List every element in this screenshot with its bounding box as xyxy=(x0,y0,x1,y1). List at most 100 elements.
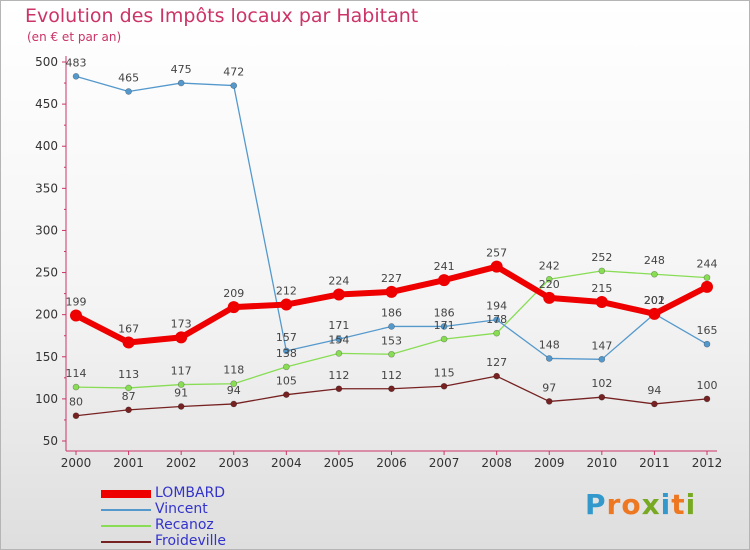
legend-label-lombard: LOMBARD xyxy=(155,485,226,501)
axes: 50 100 150 200 250 300 350 400 450 500 2000 2001 200… xyxy=(35,55,722,470)
data-label-froideville: 112 xyxy=(328,369,349,382)
data-point-recanoz xyxy=(335,350,343,357)
data-point-lombard xyxy=(227,301,240,314)
y-tick-label: 250 xyxy=(35,266,58,280)
data-point-vincent xyxy=(703,340,711,348)
chart-title: Evolution des Impôts locaux par Habitant xyxy=(25,5,419,27)
logo-letter: i xyxy=(660,488,672,521)
series-vincent xyxy=(72,73,711,363)
y-tick-label: 450 xyxy=(35,97,58,111)
series-layer xyxy=(70,73,713,420)
y-tick-label: 400 xyxy=(35,139,58,153)
data-point-recanoz xyxy=(598,267,606,275)
data-label-froideville: 97 xyxy=(542,381,556,394)
data-label-recanoz: 248 xyxy=(644,254,665,267)
x-tick-label: 2001 xyxy=(113,456,144,470)
y-tick-label: 500 xyxy=(35,55,58,69)
data-label-recanoz: 178 xyxy=(486,313,507,326)
data-point-recanoz xyxy=(177,381,185,388)
data-label-recanoz: 252 xyxy=(591,251,612,264)
y-tick-label: 150 xyxy=(35,350,58,364)
data-label-lombard: 227 xyxy=(381,272,402,285)
data-point-froideville xyxy=(703,395,711,403)
legend-swatch-recanoz xyxy=(101,525,151,527)
data-point-froideville xyxy=(651,400,658,408)
data-label-lombard: 173 xyxy=(171,317,192,330)
data-point-lombard xyxy=(543,291,556,304)
x-tick-label: 2010 xyxy=(587,456,618,470)
x-tick-label: 2000 xyxy=(61,456,92,470)
data-label-lombard: 199 xyxy=(66,296,87,309)
data-point-froideville xyxy=(440,382,448,390)
data-point-vincent xyxy=(440,323,448,330)
data-point-lombard xyxy=(70,309,82,322)
data-point-vincent xyxy=(545,355,553,362)
data-point-vincent xyxy=(72,73,80,80)
logo-letter: x xyxy=(641,488,661,521)
data-label-froideville: 91 xyxy=(174,386,188,399)
y-tick-label: 50 xyxy=(43,434,58,448)
data-label-recanoz: 117 xyxy=(171,365,192,378)
legend-label-recanoz: Recanoz xyxy=(155,517,214,533)
data-point-recanoz xyxy=(125,384,132,392)
data-label-vincent: 186 xyxy=(381,306,402,319)
data-point-recanoz xyxy=(545,275,553,283)
y-tick-label: 200 xyxy=(35,308,58,322)
data-label-recanoz: 153 xyxy=(381,334,402,347)
data-point-vincent xyxy=(335,335,343,343)
data-label-recanoz: 113 xyxy=(118,368,139,381)
data-label-recanoz: 154 xyxy=(328,333,349,346)
x-tick-label: 2005 xyxy=(324,456,355,470)
data-point-lombard xyxy=(648,307,661,320)
data-label-lombard: 241 xyxy=(434,260,455,273)
data-label-vincent: 147 xyxy=(591,339,612,352)
data-point-recanoz xyxy=(72,383,80,391)
data-point-vincent xyxy=(598,356,606,363)
data-point-froideville xyxy=(598,393,606,401)
data-label-vincent: 148 xyxy=(539,338,560,351)
x-tick-label: 2009 xyxy=(534,456,565,470)
data-point-froideville xyxy=(72,412,80,420)
legend-swatch-vincent xyxy=(101,509,151,511)
data-point-froideville xyxy=(545,398,553,405)
data-label-vincent: 465 xyxy=(118,71,139,84)
data-point-lombard xyxy=(122,336,135,349)
data-point-vincent xyxy=(283,347,290,355)
data-label-recanoz: 171 xyxy=(434,319,455,332)
x-tick-label: 2004 xyxy=(271,456,302,470)
series-line-froideville xyxy=(75,375,708,417)
data-label-froideville: 100 xyxy=(697,379,718,392)
data-label-vincent: 483 xyxy=(66,56,87,69)
data-label-lombard: 257 xyxy=(486,247,507,260)
y-tick-label: 350 xyxy=(35,181,58,195)
logo-letter: o xyxy=(621,488,642,521)
y-tick-label: 100 xyxy=(35,392,58,406)
data-label-vincent: 194 xyxy=(486,300,507,313)
data-point-froideville xyxy=(125,406,132,414)
data-point-froideville xyxy=(335,385,343,393)
data-label-recanoz: 138 xyxy=(276,347,297,360)
data-point-recanoz xyxy=(703,274,711,281)
data-point-vincent xyxy=(493,316,500,324)
data-label-froideville: 102 xyxy=(591,377,612,390)
data-label-layer: 199 167 173 209 212 224 227 241 257 220 215 202 483 4… xyxy=(66,56,718,408)
data-label-vincent: 157 xyxy=(276,331,297,344)
data-point-recanoz xyxy=(440,335,448,343)
data-label-vincent: 171 xyxy=(328,319,349,332)
data-label-vincent: 475 xyxy=(171,63,192,76)
data-label-froideville: 94 xyxy=(647,384,661,397)
x-tick-label: 2012 xyxy=(692,456,723,470)
data-label-lombard: 224 xyxy=(328,274,349,287)
x-tick-label: 2003 xyxy=(218,456,249,470)
data-point-lombard xyxy=(490,260,503,273)
data-label-froideville: 94 xyxy=(227,384,241,397)
data-label-vincent: 165 xyxy=(697,324,718,337)
data-point-recanoz xyxy=(493,329,500,337)
data-point-recanoz xyxy=(651,270,658,278)
data-point-froideville xyxy=(230,400,238,408)
logo-letter: i xyxy=(685,488,697,521)
data-point-vincent xyxy=(230,82,238,89)
data-label-lombard: 220 xyxy=(539,278,560,291)
data-label-lombard: 215 xyxy=(591,282,612,295)
